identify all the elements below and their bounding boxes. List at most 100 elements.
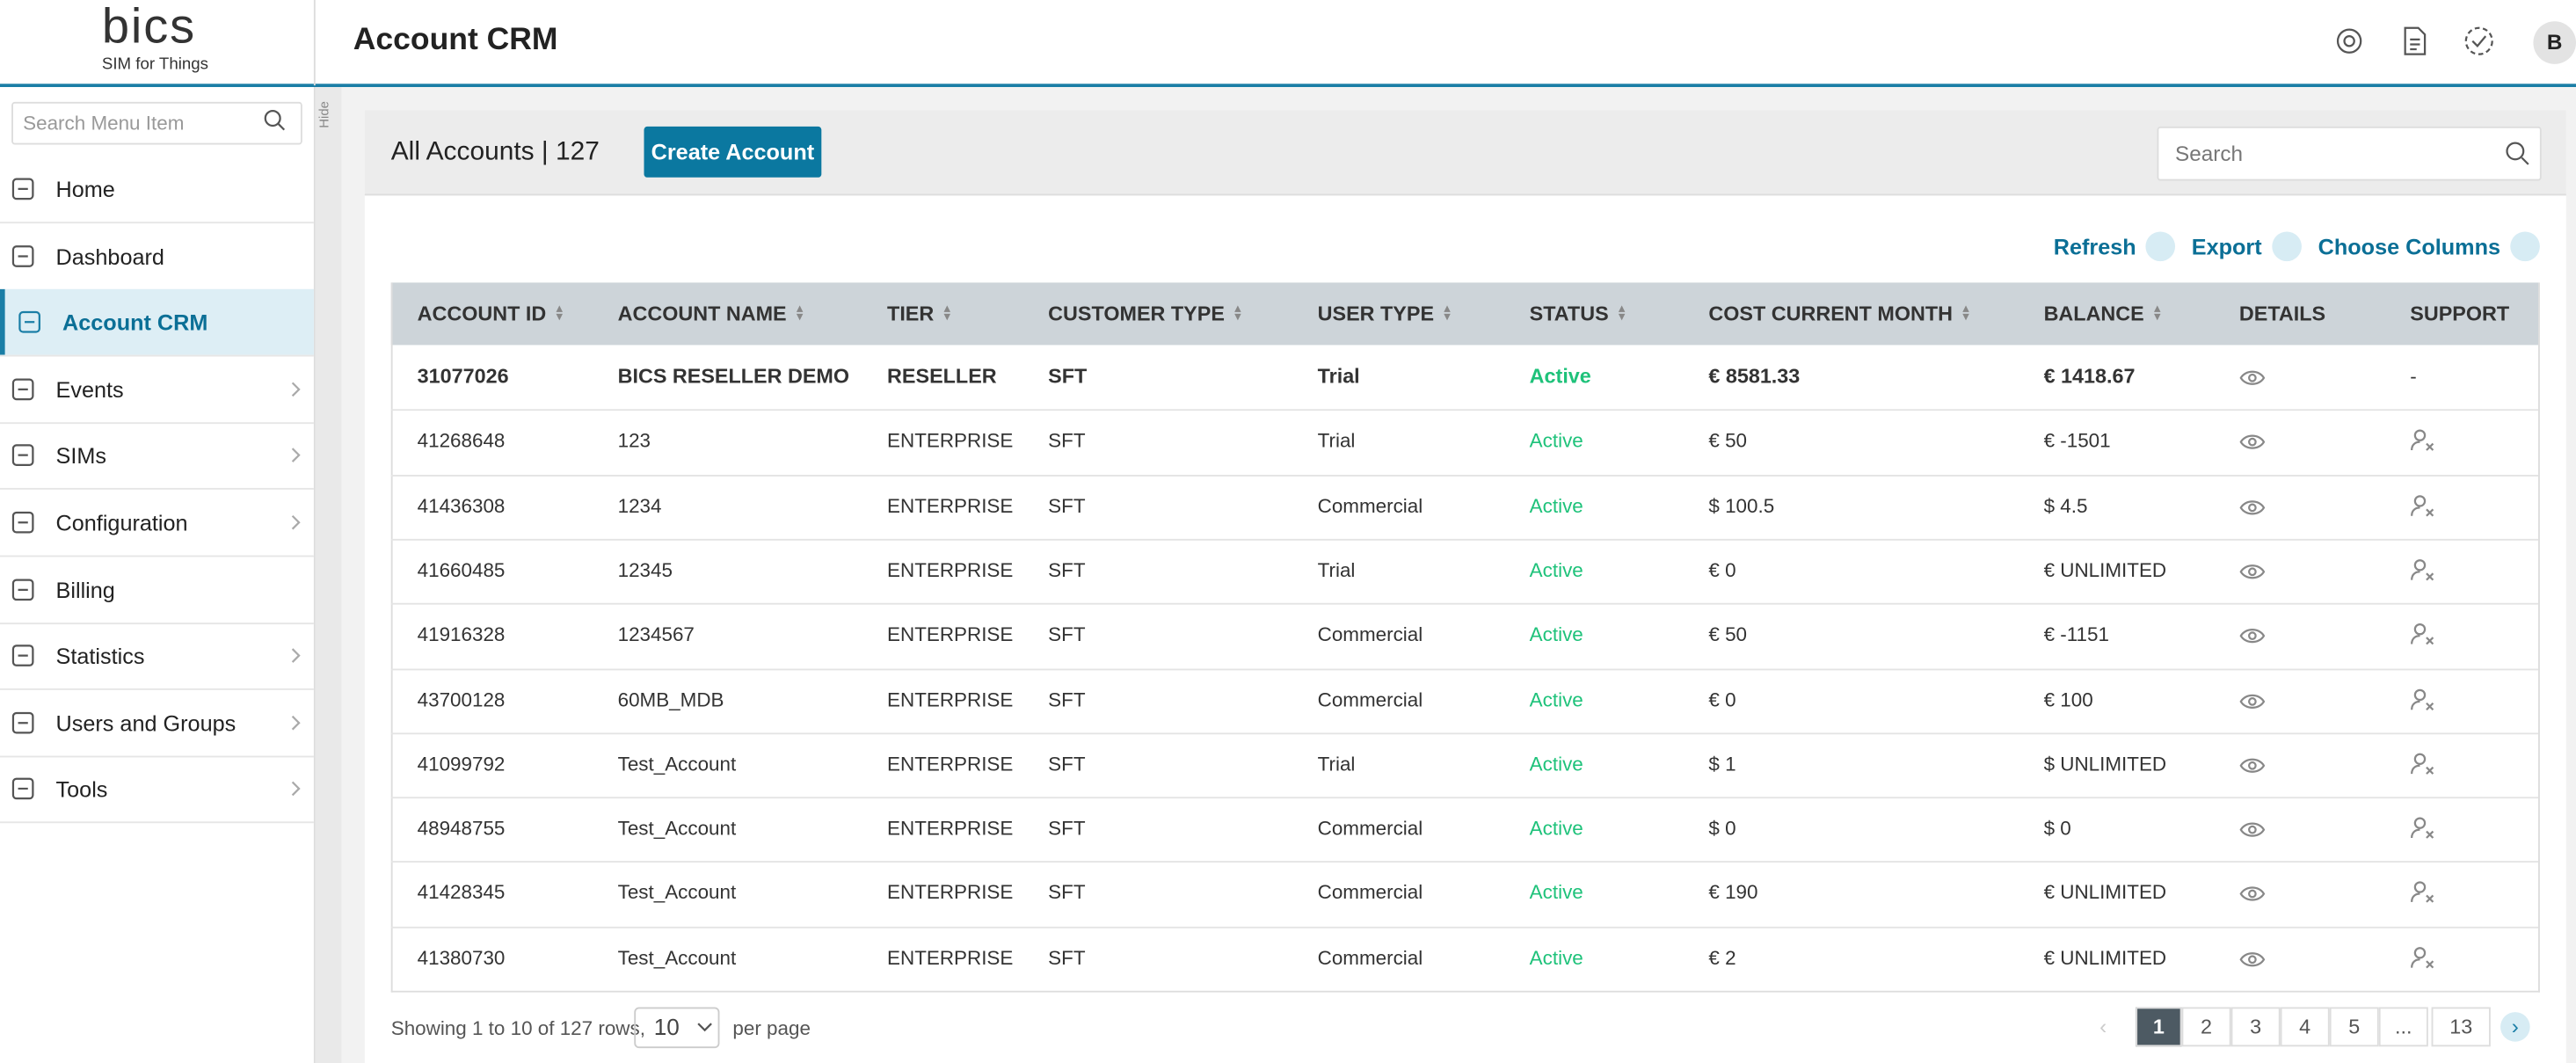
column-header[interactable]: COST CURRENT MONTH — [1708, 302, 1954, 325]
table-cell: SFT — [1048, 881, 1086, 905]
page-button[interactable]: ... — [2378, 1007, 2428, 1047]
details-icon[interactable] — [2239, 494, 2266, 521]
menu-item[interactable]: Account CRM — [62, 310, 208, 336]
sort-icon[interactable]: ▴ ▾ — [1618, 300, 1626, 324]
table-cell: Commercial — [1317, 945, 1423, 969]
menu-item[interactable]: Events — [55, 377, 124, 403]
table-action[interactable]: Export — [2191, 235, 2262, 260]
menu-icon — [11, 578, 34, 601]
details-icon[interactable] — [2239, 817, 2266, 843]
details-icon[interactable] — [2239, 752, 2266, 778]
table-cell: Active — [1529, 623, 1583, 646]
menu-icon — [11, 445, 34, 467]
action-icon — [2510, 231, 2540, 262]
page-button[interactable]: 13 — [2431, 1007, 2491, 1047]
table-cell: Active — [1529, 429, 1583, 453]
menu-divider — [0, 822, 314, 824]
menu-item[interactable]: Dashboard — [55, 244, 164, 269]
details-icon[interactable] — [2239, 881, 2266, 907]
column-header[interactable]: USER TYPE — [1317, 302, 1435, 325]
hide-label[interactable]: Hide — [317, 101, 332, 128]
column-header[interactable]: CUSTOMER TYPE — [1048, 302, 1225, 325]
menu-search[interactable] — [11, 101, 302, 145]
menu-item[interactable]: SIMs — [55, 444, 107, 470]
sort-icon[interactable]: ▴ ▾ — [556, 300, 563, 324]
column-header[interactable]: ACCOUNT ID — [417, 302, 547, 325]
table-cell: SFT — [1048, 623, 1086, 646]
support-icon[interactable] — [2410, 492, 2436, 519]
per-page-select[interactable] — [634, 1007, 720, 1049]
page-button[interactable]: 1 — [2136, 1007, 2182, 1047]
menu-item[interactable]: Configuration — [55, 511, 188, 536]
next-page[interactable]: › — [2500, 1012, 2530, 1042]
menu-item[interactable]: Users and Groups — [55, 710, 236, 736]
create-account-button[interactable]: Create Account — [644, 126, 822, 178]
table-cell: RESELLER — [887, 364, 997, 388]
sort-icon[interactable]: ▴ ▾ — [1234, 300, 1241, 324]
table-cell: Trial — [1317, 752, 1356, 775]
table-cell: 41436308 — [417, 493, 506, 517]
column-header[interactable]: TIER — [887, 302, 935, 325]
menu-item[interactable]: Statistics — [55, 644, 145, 669]
support-icon[interactable] — [2410, 751, 2436, 777]
page-button[interactable]: 3 — [2230, 1007, 2281, 1047]
api-icon[interactable] — [2332, 25, 2365, 57]
support-icon[interactable] — [2410, 686, 2436, 712]
row-divider — [390, 538, 2539, 541]
page-button[interactable]: 2 — [2181, 1007, 2231, 1047]
sort-icon[interactable]: ▴ ▾ — [943, 300, 950, 324]
details-icon[interactable] — [2239, 688, 2266, 714]
table-cell: $ UNLIMITED — [2043, 752, 2167, 775]
table-action[interactable]: Refresh — [2053, 235, 2136, 260]
hide-strip[interactable] — [315, 87, 342, 1063]
prev-page[interactable]: ‹ — [2099, 1013, 2107, 1038]
table-cell: Commercial — [1317, 881, 1423, 905]
column-header[interactable]: ACCOUNT NAME — [617, 302, 787, 325]
menu-item[interactable]: Home — [55, 177, 115, 202]
details-icon[interactable] — [2239, 558, 2266, 585]
sort-icon[interactable]: ▴ ▾ — [796, 300, 804, 324]
table-cell: € UNLIMITED — [2043, 558, 2167, 582]
sort-icon[interactable]: ▴ ▾ — [2153, 300, 2161, 324]
column-header[interactable]: STATUS — [1529, 302, 1609, 325]
docs-icon[interactable] — [2398, 25, 2431, 57]
table-cell: 41660485 — [417, 558, 506, 582]
search-box[interactable] — [2157, 126, 2542, 181]
table-cell: ENTERPRISE — [887, 429, 1014, 453]
page-button[interactable]: 4 — [2280, 1007, 2330, 1047]
table-cell: Trial — [1317, 558, 1356, 582]
sort-icon[interactable]: ▴ ▾ — [1444, 300, 1451, 324]
avatar[interactable]: B — [2533, 21, 2576, 64]
page-button[interactable]: 5 — [2329, 1007, 2379, 1047]
support-icon[interactable] — [2410, 815, 2436, 841]
per-page-label: per page — [732, 1016, 811, 1040]
details-icon[interactable] — [2239, 365, 2266, 391]
table-cell: ENTERPRISE — [887, 881, 1014, 905]
details-icon[interactable] — [2239, 429, 2266, 455]
table-cell: Test_Account — [617, 881, 737, 905]
support-cell: - — [2410, 364, 2417, 388]
menu-search-placeholder: Search Menu Item — [23, 112, 185, 135]
table-cell: BICS RESELLER DEMO — [617, 364, 850, 388]
details-icon[interactable] — [2239, 946, 2266, 972]
menu-item[interactable]: Billing — [55, 577, 115, 603]
support-icon[interactable] — [2410, 879, 2436, 906]
column-header[interactable]: BALANCE — [2043, 302, 2144, 325]
support-icon[interactable] — [2410, 557, 2436, 583]
tasks-icon[interactable] — [2463, 25, 2495, 57]
support-icon[interactable] — [2410, 622, 2436, 648]
support-icon[interactable] — [2410, 427, 2436, 454]
table-cell: Commercial — [1317, 816, 1423, 841]
sort-icon[interactable]: ▴ ▾ — [1962, 300, 1969, 324]
action-icon — [2145, 231, 2176, 262]
menu-divider — [0, 222, 314, 224]
table-cell: € -1501 — [2043, 429, 2111, 453]
table-cell: $ 0 — [2043, 816, 2071, 841]
support-icon[interactable] — [2410, 944, 2436, 971]
menu-item[interactable]: Tools — [55, 777, 108, 803]
details-icon[interactable] — [2239, 623, 2266, 650]
table-cell: SFT — [1048, 752, 1086, 775]
table-cell: € 1418.67 — [2043, 364, 2136, 388]
table-action[interactable]: Choose Columns — [2318, 235, 2501, 260]
